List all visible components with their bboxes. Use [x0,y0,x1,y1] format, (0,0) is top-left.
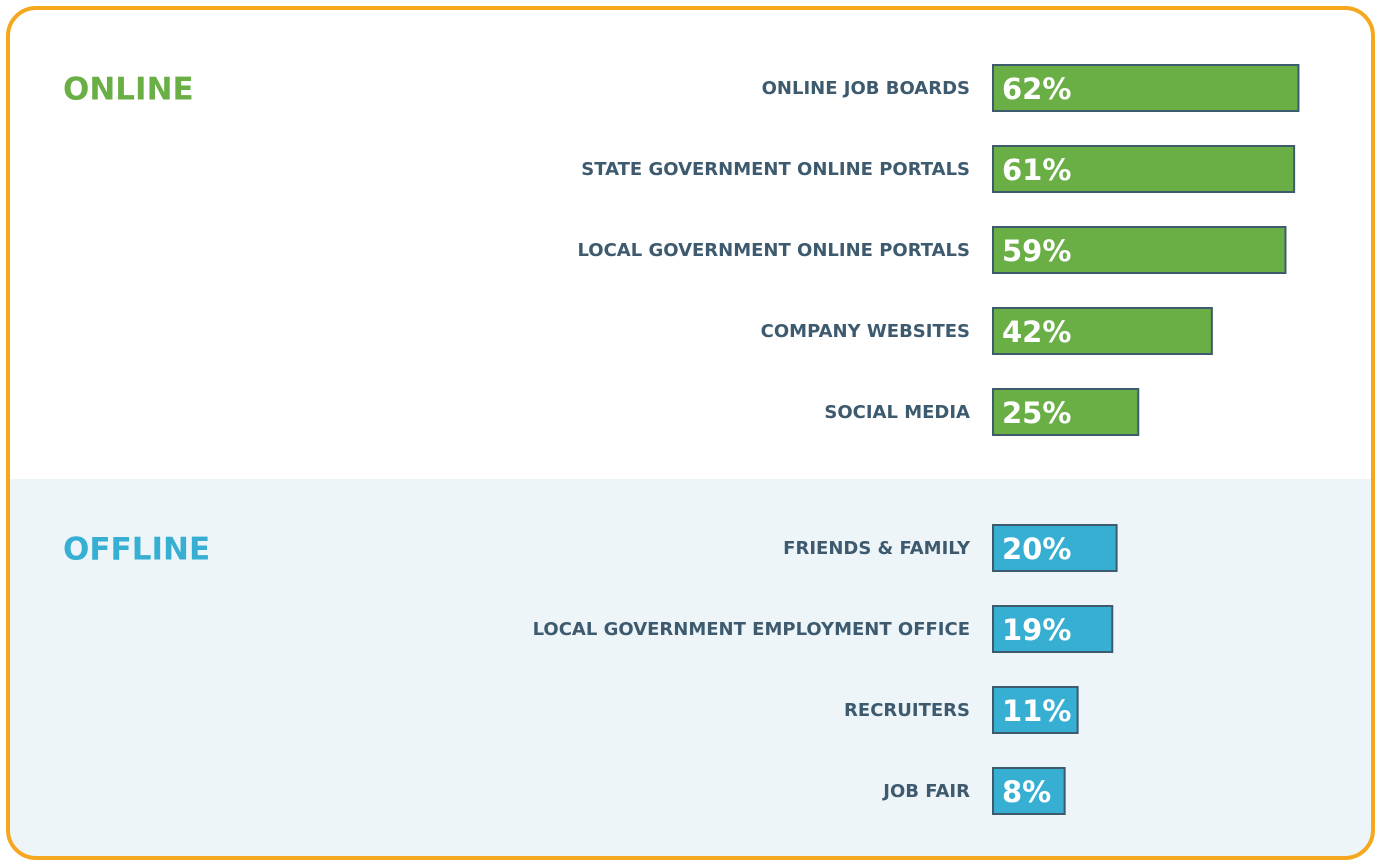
value-label: 62% [1002,72,1071,106]
value-label: 20% [1002,532,1071,566]
category-label: LOCAL GOVERNMENT EMPLOYMENT OFFICE [533,619,970,640]
bar [992,145,1296,193]
category-label: SOCIAL MEDIA [824,402,970,423]
section-title: OFFLINE [63,532,210,568]
bar [992,64,1300,112]
category-label: ONLINE JOB BOARDS [762,78,970,99]
bar [992,388,1140,436]
bar [992,686,1079,734]
category-label: RECRUITERS [844,700,970,721]
category-label: JOB FAIR [881,781,970,802]
section-title: ONLINE [63,72,194,108]
value-label: 11% [1002,694,1071,728]
bar [992,767,1066,815]
bar [992,524,1118,572]
bar [992,605,1114,653]
value-label: 59% [1002,234,1071,268]
offline-panel [8,479,1373,858]
bar [992,226,1287,274]
category-label: COMPANY WEBSITES [761,321,970,342]
value-label: 25% [1002,396,1071,430]
value-label: 42% [1002,315,1071,349]
frame [6,6,1375,860]
bar [992,307,1213,355]
value-label: 19% [1002,613,1071,647]
category-label: STATE GOVERNMENT ONLINE PORTALS [581,159,970,180]
category-label: FRIENDS & FAMILY [783,538,971,559]
value-label: 8% [1002,775,1051,809]
category-label: LOCAL GOVERNMENT ONLINE PORTALS [577,240,970,261]
value-label: 61% [1002,153,1071,187]
